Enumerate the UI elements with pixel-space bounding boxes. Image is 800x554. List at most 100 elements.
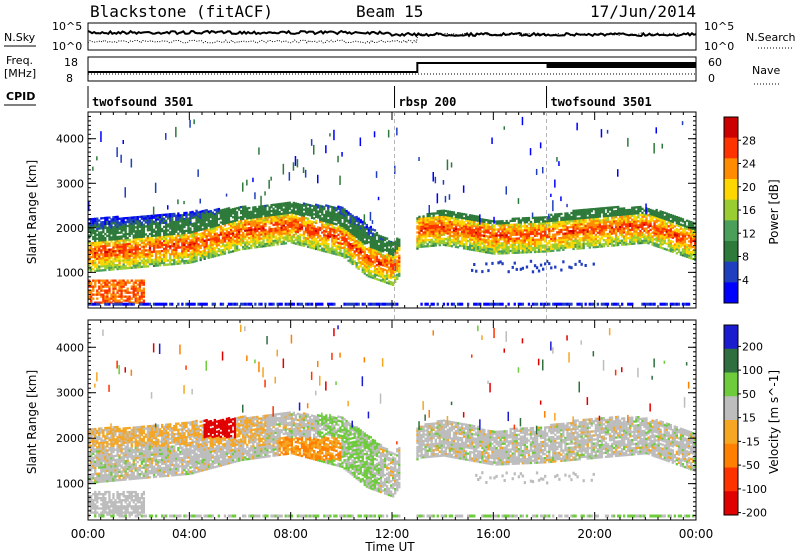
data-cell [191,302,194,306]
data-cell [521,237,525,240]
data-cell [138,219,142,223]
data-cell [158,230,162,233]
data-cell [233,217,237,220]
data-cell [268,208,271,211]
data-cell [88,236,91,239]
data-cell [315,237,318,241]
data-cell [349,243,352,246]
data-cell [221,216,225,220]
data-cell [156,252,160,255]
data-cell [266,218,269,221]
data-cell [94,243,97,247]
data-cell [558,237,561,240]
data-cell [173,224,176,228]
data-cell [339,244,342,247]
data-cell [227,219,231,222]
data-cell [179,236,182,239]
data-cell [304,237,308,240]
data-cell [359,225,362,228]
data-cell [539,142,542,149]
data-cell [533,240,537,243]
data-cell [266,238,269,241]
data-cell [185,219,188,222]
data-cell [148,222,152,226]
data-cell [298,233,302,236]
data-cell [556,213,559,216]
data-cell [98,265,101,268]
data-cell [122,289,125,292]
data-cell [481,250,484,253]
data-cell [487,237,490,240]
data-cell [479,236,482,239]
data-cell [521,302,525,306]
data-cell [195,255,198,259]
data-cell [345,227,348,231]
data-cell [296,237,300,240]
data-cell [215,250,219,253]
data-cell [189,245,192,248]
data-cell [343,218,346,221]
data-cell [260,231,263,234]
data-cell [375,264,379,267]
data-cell [203,225,206,228]
data-cell [306,209,310,212]
data-cell [505,246,508,249]
data-cell [454,225,458,228]
data-cell [574,219,577,222]
data-cell [171,302,174,306]
data-cell [235,219,239,222]
data-cell [465,219,468,222]
data-cell [521,231,525,234]
data-cell [483,222,486,225]
data-cell [112,216,115,219]
data-cell [542,246,545,249]
data-cell [337,245,340,248]
data-cell [570,240,573,243]
data-cell [379,239,383,242]
data-cell [215,232,219,235]
data-cell [219,225,223,228]
data-cell [323,225,326,229]
data-cell [181,258,184,261]
data-cell [369,229,373,233]
data-cell [458,234,462,237]
data-cell [183,219,186,223]
data-cell [173,248,176,252]
data-cell [552,233,555,236]
data-cell [112,285,115,288]
data-cell [158,214,162,217]
data-cell [246,231,249,234]
data-cell [396,251,399,254]
data-cell [268,228,271,231]
data-cell [223,244,227,247]
data-cell [138,265,142,269]
data-cell [533,242,537,245]
data-cell [339,222,342,225]
data-cell [444,209,448,213]
data-cell [248,223,251,226]
data-cell [363,228,366,231]
data-cell [426,215,429,218]
data-cell [511,249,514,252]
data-cell [140,302,144,306]
data-cell [225,211,229,214]
data-cell [213,216,217,220]
data-cell [310,240,314,243]
data-cell [262,235,265,238]
data-cell [120,287,123,290]
data-cell [454,215,458,218]
data-cell [550,247,553,251]
data-cell [513,229,516,232]
data-cell [179,240,182,243]
data-cell [110,297,113,300]
data-cell [181,218,184,221]
data-cell [187,245,190,248]
data-cell [533,228,537,231]
data-cell [381,276,385,279]
data-cell [523,225,527,228]
data-cell [513,219,516,222]
data-cell [250,232,253,235]
data-cell [306,219,310,222]
data-cell [357,255,360,258]
data-cell [552,225,555,228]
